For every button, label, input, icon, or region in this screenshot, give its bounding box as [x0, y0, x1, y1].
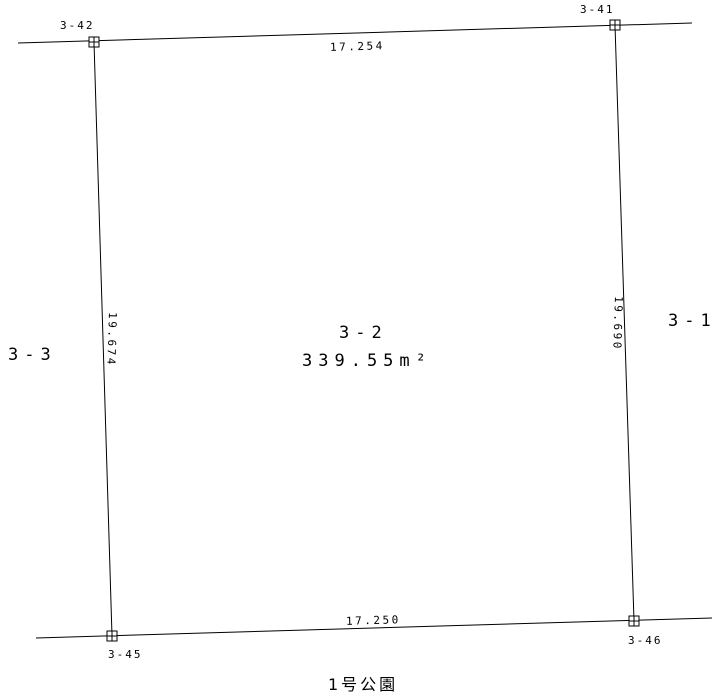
parcel-area: 339.55m²	[302, 351, 432, 371]
bottom-boundary-line	[35, 617, 713, 639]
left-boundary-line	[93, 41, 113, 637]
neighbor-bottom-label: 1号公園	[328, 675, 398, 694]
marker-3-46	[628, 615, 640, 627]
point-label-3-42: 3-42	[60, 19, 95, 32]
edge-length-right: 19.690	[610, 296, 625, 351]
parcel-number: 3-2	[339, 323, 388, 343]
edge-length-top: 17.254	[330, 39, 385, 54]
marker-3-41	[609, 19, 621, 31]
right-boundary-line	[614, 24, 635, 622]
neighbor-left-label: 3-3	[8, 345, 57, 365]
point-label-3-45: 3-45	[108, 648, 143, 661]
point-label-3-41: 3-41	[580, 3, 615, 16]
point-label-3-46: 3-46	[628, 634, 663, 647]
edge-length-bottom: 17.250	[346, 613, 401, 628]
edge-length-left: 19.674	[104, 312, 119, 367]
top-boundary-line	[17, 22, 693, 44]
marker-3-42	[88, 36, 100, 48]
neighbor-right-label: 3-1	[668, 311, 717, 331]
marker-3-45	[106, 630, 118, 642]
